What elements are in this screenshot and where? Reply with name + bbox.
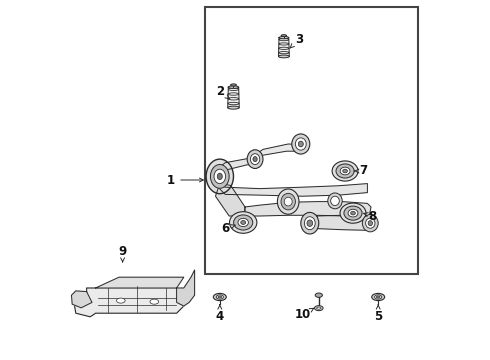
Polygon shape bbox=[252, 144, 304, 159]
Text: 2: 2 bbox=[216, 85, 229, 99]
Ellipse shape bbox=[366, 218, 375, 228]
Ellipse shape bbox=[234, 215, 253, 230]
Polygon shape bbox=[216, 184, 245, 216]
Bar bbox=[205, 7, 418, 274]
Ellipse shape bbox=[340, 167, 350, 175]
Ellipse shape bbox=[344, 206, 362, 220]
Ellipse shape bbox=[331, 196, 339, 206]
Text: 1: 1 bbox=[167, 174, 203, 186]
Ellipse shape bbox=[368, 221, 372, 226]
Ellipse shape bbox=[278, 55, 289, 58]
Text: 9: 9 bbox=[119, 246, 127, 262]
Ellipse shape bbox=[292, 134, 310, 154]
Ellipse shape bbox=[150, 299, 159, 304]
Text: 4: 4 bbox=[216, 305, 224, 323]
Ellipse shape bbox=[328, 193, 342, 209]
Text: 3: 3 bbox=[290, 33, 303, 48]
Ellipse shape bbox=[279, 36, 289, 39]
Polygon shape bbox=[74, 288, 184, 317]
Polygon shape bbox=[220, 184, 368, 196]
Ellipse shape bbox=[317, 307, 321, 309]
Ellipse shape bbox=[298, 141, 303, 147]
Ellipse shape bbox=[206, 159, 233, 194]
Ellipse shape bbox=[307, 220, 313, 226]
Polygon shape bbox=[245, 202, 371, 216]
Ellipse shape bbox=[231, 84, 236, 86]
Ellipse shape bbox=[315, 293, 322, 297]
Ellipse shape bbox=[210, 165, 229, 188]
Ellipse shape bbox=[277, 189, 299, 214]
Ellipse shape bbox=[281, 193, 295, 210]
Ellipse shape bbox=[238, 219, 248, 226]
Ellipse shape bbox=[284, 197, 292, 206]
Ellipse shape bbox=[343, 169, 347, 173]
Ellipse shape bbox=[315, 306, 323, 311]
Ellipse shape bbox=[228, 106, 239, 109]
Ellipse shape bbox=[250, 154, 260, 165]
Polygon shape bbox=[228, 87, 239, 108]
Ellipse shape bbox=[376, 296, 380, 298]
Polygon shape bbox=[72, 291, 92, 308]
Ellipse shape bbox=[229, 212, 257, 233]
Text: 7: 7 bbox=[354, 165, 368, 177]
Polygon shape bbox=[278, 37, 289, 57]
Text: 5: 5 bbox=[374, 305, 382, 323]
Ellipse shape bbox=[332, 161, 358, 181]
Ellipse shape bbox=[214, 169, 225, 184]
Ellipse shape bbox=[363, 215, 378, 232]
Ellipse shape bbox=[301, 212, 319, 234]
Ellipse shape bbox=[228, 86, 239, 89]
Text: 10: 10 bbox=[294, 308, 314, 321]
Polygon shape bbox=[176, 270, 195, 306]
Ellipse shape bbox=[304, 217, 315, 230]
Polygon shape bbox=[215, 158, 258, 176]
Ellipse shape bbox=[213, 293, 226, 301]
Ellipse shape bbox=[253, 157, 257, 162]
Ellipse shape bbox=[295, 138, 306, 150]
Ellipse shape bbox=[374, 295, 382, 299]
Ellipse shape bbox=[247, 150, 263, 168]
Ellipse shape bbox=[216, 295, 223, 299]
Ellipse shape bbox=[218, 296, 221, 298]
Ellipse shape bbox=[351, 211, 355, 215]
Ellipse shape bbox=[348, 209, 358, 217]
Ellipse shape bbox=[340, 203, 366, 223]
Ellipse shape bbox=[372, 293, 385, 301]
Polygon shape bbox=[315, 215, 373, 230]
Ellipse shape bbox=[117, 298, 125, 303]
Ellipse shape bbox=[241, 221, 245, 224]
Text: 8: 8 bbox=[363, 210, 377, 222]
Polygon shape bbox=[96, 277, 184, 288]
Ellipse shape bbox=[281, 35, 287, 37]
Ellipse shape bbox=[336, 164, 354, 178]
Ellipse shape bbox=[217, 173, 222, 180]
Text: 6: 6 bbox=[221, 222, 235, 235]
